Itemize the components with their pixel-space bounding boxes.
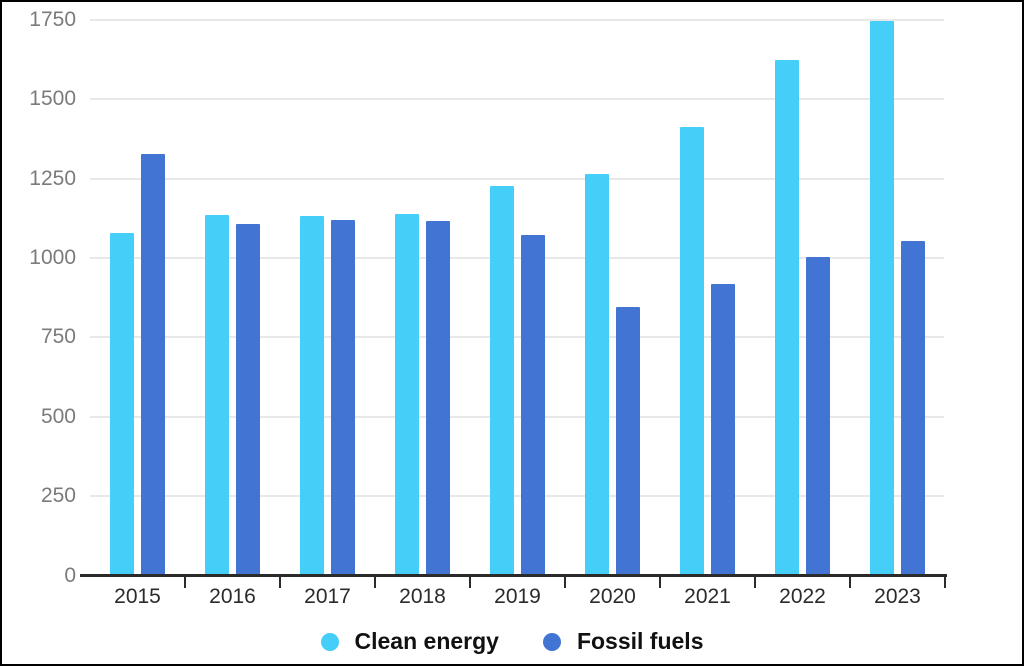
bar-clean-energy <box>490 185 514 574</box>
bar-clean-energy <box>680 126 704 574</box>
y-axis-tick-label: 1750 <box>29 7 76 31</box>
gridline <box>90 415 944 418</box>
y-axis-tick-label: 1500 <box>29 87 76 111</box>
bar-fossil-fuels <box>331 219 355 574</box>
y-axis-tick-label: 250 <box>40 484 76 508</box>
bar-clean-energy <box>395 213 419 574</box>
x-axis-category-label: 2015 <box>114 585 161 608</box>
bar-fossil-fuels <box>901 240 925 574</box>
x-axis-tick <box>374 577 376 588</box>
legend-label: Clean energy <box>354 628 499 654</box>
x-axis-tick <box>944 577 946 588</box>
y-axis-tick-label: 0 <box>64 563 76 587</box>
bar-clean-energy <box>110 233 134 574</box>
y-axis-tick-label: 750 <box>40 325 76 349</box>
x-axis-tick <box>564 577 566 588</box>
gridline <box>90 18 944 21</box>
bar-clean-energy <box>585 174 609 574</box>
x-axis-tick <box>754 577 756 588</box>
x-axis-category-label: 2021 <box>684 585 731 608</box>
x-axis-tick <box>849 577 851 588</box>
bar-clean-energy <box>870 21 894 574</box>
x-axis-category-label: 2023 <box>874 585 921 608</box>
legend-label: Fossil fuels <box>576 628 704 654</box>
legend-item-fossil-fuels: Fossil fuels <box>542 628 704 655</box>
gridline <box>90 98 944 101</box>
x-axis-category-label: 2018 <box>399 585 446 608</box>
y-axis-tick-label: 1250 <box>29 166 76 190</box>
bar-clean-energy <box>775 60 799 574</box>
bar-fossil-fuels <box>141 154 165 574</box>
y-axis-tick-label: 1000 <box>29 245 76 269</box>
legend-dot-fossil-fuels-icon <box>542 632 561 651</box>
x-axis-category-label: 2016 <box>209 585 256 608</box>
x-axis-tick <box>279 577 281 588</box>
bar-clean-energy <box>205 215 229 574</box>
bar-clean-energy <box>300 216 324 574</box>
gridline <box>90 256 944 259</box>
y-axis-tick-label: 500 <box>40 404 76 428</box>
gridline <box>90 177 944 180</box>
legend-item-clean-energy: Clean energy <box>320 628 499 655</box>
x-axis-category-label: 2022 <box>779 585 826 608</box>
bar-fossil-fuels <box>236 223 260 574</box>
bar-fossil-fuels <box>521 234 545 574</box>
bar-fossil-fuels <box>426 221 450 574</box>
legend-dot-clean-energy-icon <box>320 632 339 651</box>
x-axis-category-label: 2019 <box>494 585 541 608</box>
legend: Clean energy Fossil fuels <box>2 628 1022 655</box>
x-axis-category-label: 2017 <box>304 585 351 608</box>
x-axis-category-label: 2020 <box>589 585 636 608</box>
x-axis-tick <box>184 577 186 588</box>
x-axis-line <box>80 574 947 577</box>
x-axis-tick <box>659 577 661 588</box>
bar-fossil-fuels <box>806 256 830 574</box>
gridline <box>90 336 944 339</box>
x-axis-tick <box>469 577 471 588</box>
bar-fossil-fuels <box>711 284 735 574</box>
gridline <box>90 495 944 498</box>
bar-fossil-fuels <box>616 307 640 574</box>
